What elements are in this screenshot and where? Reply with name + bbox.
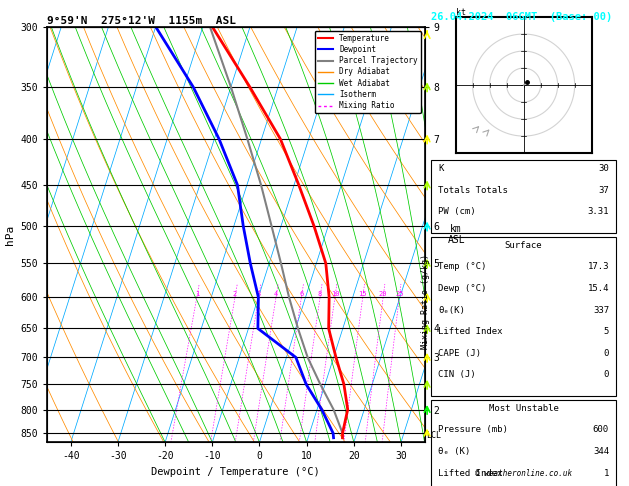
X-axis label: Dewpoint / Temperature (°C): Dewpoint / Temperature (°C) <box>152 467 320 477</box>
Text: 20: 20 <box>379 291 387 297</box>
Text: 26.04.2024  06GMT  (Base: 00): 26.04.2024 06GMT (Base: 00) <box>431 12 612 22</box>
Text: © weatheronline.co.uk: © weatheronline.co.uk <box>475 469 572 478</box>
Bar <box>431 160 616 233</box>
Text: 1: 1 <box>604 469 609 478</box>
Text: Dewp (°C): Dewp (°C) <box>438 284 487 293</box>
Text: 8: 8 <box>318 291 322 297</box>
Text: θₑ(K): θₑ(K) <box>438 306 465 314</box>
Y-axis label: km
ASL: km ASL <box>447 224 465 245</box>
Text: 600: 600 <box>593 425 609 434</box>
Text: 30: 30 <box>598 164 609 173</box>
Text: PW (cm): PW (cm) <box>438 208 476 216</box>
Text: 4: 4 <box>274 291 278 297</box>
Text: 6: 6 <box>299 291 304 297</box>
Text: 0: 0 <box>604 370 609 380</box>
Text: 37: 37 <box>598 186 609 195</box>
Text: CIN (J): CIN (J) <box>438 370 476 380</box>
Text: Most Unstable: Most Unstable <box>489 403 559 413</box>
Text: 2: 2 <box>233 291 237 297</box>
Text: CAPE (J): CAPE (J) <box>438 349 481 358</box>
Text: 25: 25 <box>395 291 404 297</box>
Text: θₑ (K): θₑ (K) <box>438 447 470 456</box>
Text: 17.3: 17.3 <box>587 262 609 271</box>
Text: 15.4: 15.4 <box>587 284 609 293</box>
Text: Surface: Surface <box>505 241 542 250</box>
Text: 10: 10 <box>331 291 339 297</box>
Text: Lifted Index: Lifted Index <box>438 327 503 336</box>
Text: 3: 3 <box>257 291 261 297</box>
Text: 3.31: 3.31 <box>587 208 609 216</box>
Y-axis label: hPa: hPa <box>5 225 15 244</box>
Text: 15: 15 <box>359 291 367 297</box>
Text: kt: kt <box>455 8 465 17</box>
Legend: Temperature, Dewpoint, Parcel Trajectory, Dry Adiabat, Wet Adiabat, Isotherm, Mi: Temperature, Dewpoint, Parcel Trajectory… <box>314 31 421 113</box>
Text: Temp (°C): Temp (°C) <box>438 262 487 271</box>
Text: Lifted Index: Lifted Index <box>438 469 503 478</box>
Text: 1: 1 <box>195 291 199 297</box>
Text: Mixing Ratio (g/kg): Mixing Ratio (g/kg) <box>421 254 430 349</box>
Bar <box>431 400 616 486</box>
Text: Totals Totals: Totals Totals <box>438 186 508 195</box>
Bar <box>431 237 616 396</box>
Text: LCL: LCL <box>426 431 442 440</box>
Text: 344: 344 <box>593 447 609 456</box>
Text: Pressure (mb): Pressure (mb) <box>438 425 508 434</box>
Text: 0: 0 <box>604 349 609 358</box>
Text: 337: 337 <box>593 306 609 314</box>
Text: 5: 5 <box>604 327 609 336</box>
Text: 9°59'N  275°12'W  1155m  ASL: 9°59'N 275°12'W 1155m ASL <box>47 16 236 26</box>
Text: K: K <box>438 164 443 173</box>
